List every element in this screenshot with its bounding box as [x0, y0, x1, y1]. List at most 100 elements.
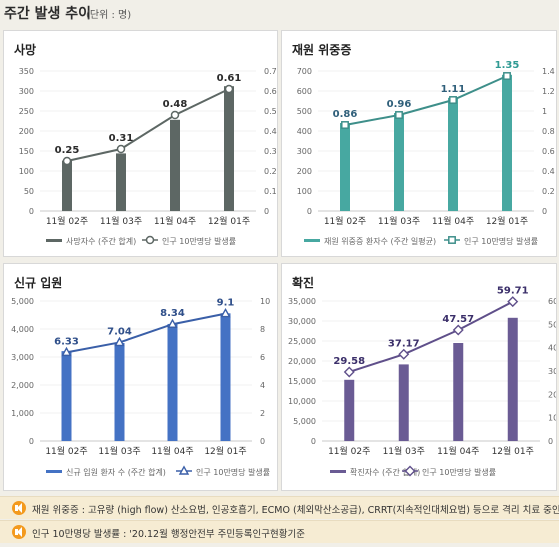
- y-left-tick-label: 250: [19, 107, 34, 116]
- y-right-tick-label: 1.2: [542, 87, 555, 96]
- y-right-tick-label: 10: [260, 297, 270, 306]
- bar: [116, 153, 126, 211]
- line-point: [114, 336, 125, 347]
- y-right-tick-label: 50: [548, 320, 556, 329]
- y-right-tick-label: 0.1: [264, 187, 277, 196]
- page-header: 주간 발생 추이 (단위 : 명): [0, 0, 559, 26]
- y-right-tick-label: 0.2: [542, 187, 555, 196]
- legend-line-label: 인구 10만명당 발생률: [464, 236, 538, 246]
- legend-bar-swatch: [46, 239, 62, 242]
- line-point: [170, 110, 180, 120]
- x-tick-label: 12월 01주: [492, 445, 534, 457]
- bar: [170, 119, 180, 211]
- y-left-tick-label: 2,000: [11, 381, 34, 390]
- x-tick-label: 11월 04주: [437, 445, 479, 457]
- legend-line-label: 인구 10만명당 발생률: [162, 236, 236, 246]
- bar: [224, 86, 234, 211]
- legend-bar-label: 재원 위중증 환자수 (주간 일평균): [324, 236, 436, 246]
- y-right-tick-label: 0: [548, 437, 553, 446]
- y-right-tick-label: 4: [260, 381, 265, 390]
- legend-bar-swatch: [330, 470, 346, 473]
- y-left-tick-label: 300: [297, 147, 312, 156]
- y-right-tick-label: 8: [260, 325, 265, 334]
- data-label: 37.17: [388, 338, 420, 349]
- note-row: 인구 10만명당 발생률 : '20.12월 행정안전부 주민등록인구현황기준: [0, 520, 559, 543]
- legend-bar-label: 확진자수 (주간 합계): [350, 467, 420, 477]
- y-left-tick-label: 200: [297, 167, 312, 176]
- x-tick-label: 11월 03주: [383, 445, 425, 457]
- y-left-tick-label: 400: [297, 127, 312, 136]
- x-tick-label: 12월 01주: [208, 215, 250, 227]
- line-point: [224, 84, 234, 94]
- line-point: [116, 144, 126, 154]
- chart-panel-confirmed: 확진 0 5,000 10,000 15,000 20,000 25,000 30,000 3…: [281, 263, 557, 491]
- line-point: [220, 307, 231, 318]
- line-point: [61, 346, 72, 357]
- y-left-tick-label: 0: [29, 207, 34, 216]
- x-tick-label: 11월 03주: [98, 445, 140, 457]
- y-right-tick-label: 0.3: [264, 147, 277, 156]
- data-label: 8.34: [160, 308, 185, 319]
- y-right-tick-label: 0.4: [542, 167, 555, 176]
- rate-line: [66, 88, 230, 162]
- y-left-tick-label: 200: [19, 127, 34, 136]
- chart-title: 사망: [14, 43, 37, 57]
- x-tick-label: 11월 02주: [46, 215, 88, 227]
- bar: [502, 74, 512, 211]
- severe-chart: 0 100 200 300 400 500 600 700 0 0.2 0.4 0.6 0.8 1 1.2 1…: [297, 60, 555, 246]
- y-left-tick-label: 100: [19, 167, 34, 176]
- chart-panel-admissions: 신규 입원 0 1,000 2,000 3,000 4,000 5,000 0 2 4 6 8 10 1…: [3, 263, 278, 491]
- confirmed-chart: 0 5,000 10,000 15,000 20,000 25,000 30,000 35,0…: [288, 286, 556, 477]
- y-left-tick-label: 350: [19, 67, 34, 76]
- line-point: [398, 348, 410, 360]
- y-right-tick-label: 60: [548, 297, 556, 306]
- legend-bar-label: 신규 입원 환자 수 (주간 합계): [66, 467, 166, 477]
- chart-panel-severe: 재원 위중증 0 100 200 300 400 500 600 700 0 0.2 0.4 0.6 0…: [281, 30, 557, 257]
- bar: [453, 343, 464, 441]
- x-tick-label: 11월 03주: [378, 215, 420, 227]
- y-left-tick-label: 20,000: [288, 357, 316, 366]
- bar: [344, 379, 355, 441]
- line-point: [448, 236, 456, 244]
- line-point: [395, 111, 403, 119]
- x-tick-label: 11월 04주: [151, 445, 193, 457]
- line-point: [178, 465, 190, 475]
- y-right-tick-label: 6: [260, 353, 265, 362]
- data-label: 0.61: [217, 73, 242, 84]
- bar: [398, 364, 409, 441]
- line-point: [62, 156, 72, 166]
- x-tick-label: 12월 01주: [204, 445, 246, 457]
- bar: [220, 313, 231, 441]
- note-text: 인구 10만명당 발생률 : '20.12월 행정안전부 주민등록인구현황기준: [32, 529, 305, 540]
- chart-title: 재원 위중증: [292, 43, 352, 57]
- line-point: [145, 235, 155, 245]
- data-label: 9.1: [217, 298, 235, 309]
- x-tick-label: 11월 03주: [100, 215, 142, 227]
- y-left-tick-label: 50: [24, 187, 34, 196]
- y-left-tick-label: 100: [297, 187, 312, 196]
- data-label: 0.86: [333, 109, 358, 120]
- line-point: [503, 72, 511, 80]
- speaker-icon: [12, 501, 26, 515]
- rate-line: [348, 300, 514, 373]
- y-left-tick-label: 5,000: [11, 297, 34, 306]
- data-label: 47.57: [442, 314, 474, 325]
- bar: [114, 343, 125, 441]
- y-left-tick-label: 3,000: [11, 353, 34, 362]
- y-right-tick-label: 0.8: [542, 127, 555, 136]
- y-left-tick-label: 10,000: [288, 397, 316, 406]
- y-right-tick-label: 1: [542, 107, 547, 116]
- data-label: 1.11: [441, 84, 466, 95]
- admissions-chart: 0 1,000 2,000 3,000 4,000 5,000 0 2 4 6 8 10 11월 02주…: [11, 297, 270, 477]
- bar: [62, 160, 72, 211]
- y-right-tick-label: 0.5: [264, 107, 277, 116]
- y-right-tick-label: 0: [260, 437, 265, 446]
- y-left-tick-label: 500: [297, 107, 312, 116]
- y-left-tick-label: 0: [311, 437, 316, 446]
- y-right-tick-label: 0.2: [264, 167, 277, 176]
- unit-label: (단위 : 명): [86, 10, 132, 21]
- y-left-tick-label: 15,000: [288, 377, 316, 386]
- note-text: 재원 위중증 : 고유량 (high flow) 산소요법, 인공호흡기, EC…: [32, 505, 559, 516]
- y-left-tick-label: 150: [19, 147, 34, 156]
- speaker-icon: [12, 525, 26, 539]
